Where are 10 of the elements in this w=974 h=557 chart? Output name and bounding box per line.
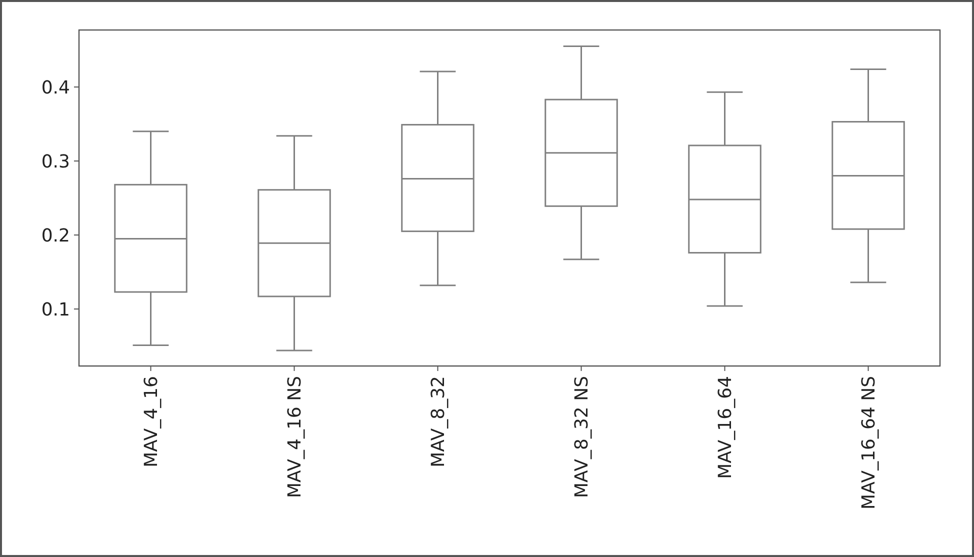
x-tick-label: MAV_8_32 NS: [572, 376, 593, 498]
x-tick-label: MAV_4_16 NS: [284, 376, 306, 498]
x-tick-label: MAV_16_64: [715, 376, 736, 479]
y-tick-label: 0.3: [41, 151, 70, 172]
y-tick-label: 0.2: [41, 225, 70, 246]
x-tick-label: MAV_8_32: [428, 376, 450, 468]
x-tick-label: MAV_16_64 NS: [858, 376, 880, 510]
x-tick-label: MAV_4_16: [141, 376, 162, 468]
y-tick-label: 0.1: [41, 299, 70, 320]
y-tick-label: 0.4: [41, 77, 70, 98]
